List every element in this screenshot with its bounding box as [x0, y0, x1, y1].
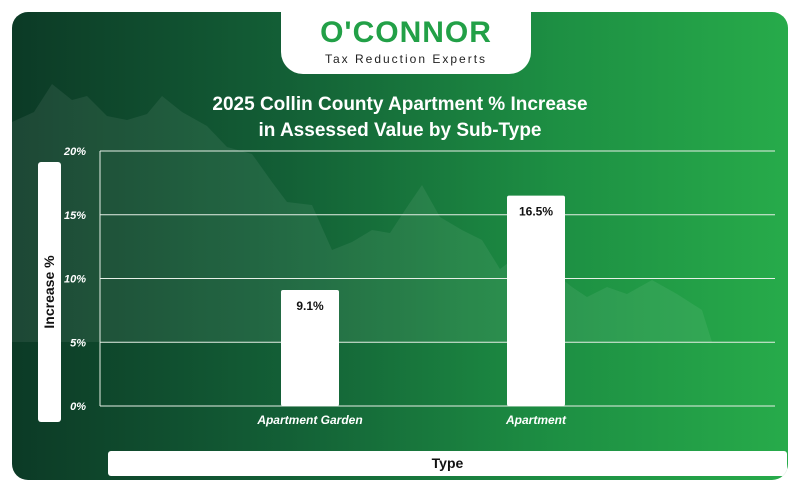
bar — [281, 289, 339, 406]
y-tick-label: 20% — [63, 146, 86, 158]
brand-logo: O'CONNOR — [320, 16, 492, 49]
x-axis-label: Type — [431, 455, 464, 471]
x-axis-label-box: Type — [108, 451, 787, 476]
y-tick-label: 0% — [70, 401, 86, 413]
chart-title-line-1: 2025 Collin County Apartment % Increase — [212, 94, 588, 115]
bar-data-label: 16.5% — [519, 205, 553, 219]
x-category-label: Apartment — [505, 413, 567, 427]
y-axis-label-box — [38, 162, 61, 422]
x-category-label: Apartment Garden — [256, 413, 362, 427]
bar-chart-plot: 0% 5% 10% 15% 20% 9.1% Apartment Garden 16.5% Ap… — [63, 146, 775, 427]
logo-tab: O'CONNOR Tax Reduction Experts — [281, 12, 531, 74]
y-tick-label: 5% — [70, 337, 86, 349]
bar — [507, 195, 565, 406]
chart-title: 2025 Collin County Apartment % Increase … — [12, 92, 788, 144]
y-tick-label: 15% — [64, 210, 86, 222]
chart-card: O'CONNOR Tax Reduction Experts 2025 Coll… — [12, 12, 788, 480]
brand-tagline: Tax Reduction Experts — [324, 52, 488, 66]
chart-title-line-2: in Assessed Value by Sub-Type — [258, 120, 542, 141]
y-tick-label: 10% — [64, 274, 86, 286]
bar-data-label: 9.1% — [296, 299, 324, 313]
